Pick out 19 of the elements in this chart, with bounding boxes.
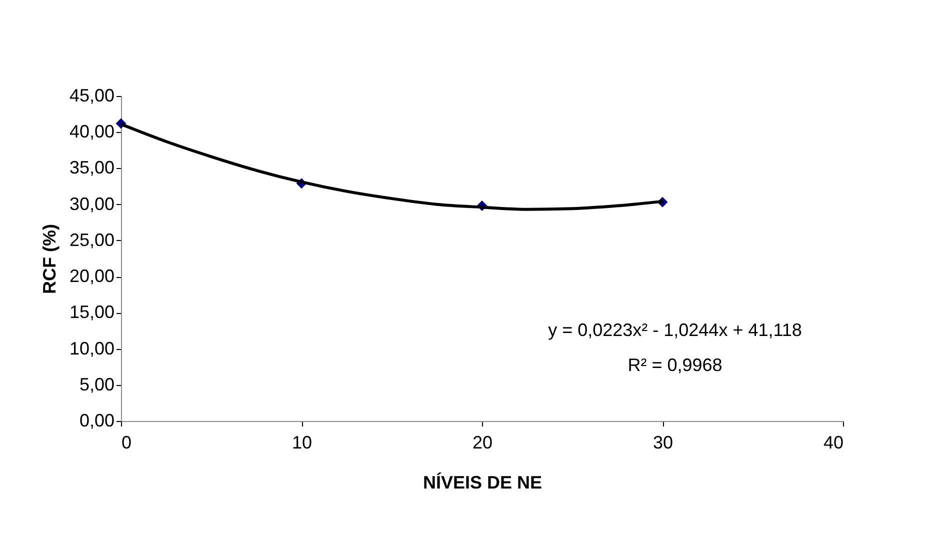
y-tick-label: 10,00 (69, 338, 114, 358)
y-tick-label: 45,00 (69, 86, 114, 106)
y-tick-label: 5,00 (79, 374, 114, 394)
x-tick-label: 30 (652, 432, 674, 452)
y-axis-title: RCF (%) (39, 224, 60, 294)
y-tick-label: 20,00 (69, 266, 114, 286)
y-tick-label: 30,00 (69, 194, 114, 214)
x-tick-label: 10 (292, 432, 312, 452)
x-tick-label: 20 (472, 432, 493, 452)
annotation: R² = 0,9968 (628, 355, 722, 375)
annotation: y = 0,0223x² - 1,0244x + 41,118 (548, 320, 802, 340)
y-tick-label: 0,00 (79, 410, 114, 430)
y-tick-label: 40,00 (69, 122, 114, 142)
x-axis-title: NÍVEIS DE NE (422, 472, 542, 492)
y-tick-label: 15,00 (69, 302, 114, 322)
y-tick-label: 25,00 (69, 230, 114, 250)
x-tick-label: 0 (122, 432, 132, 452)
y-tick-label: 35,00 (69, 158, 114, 178)
x-tick-label: 40 (823, 432, 844, 452)
